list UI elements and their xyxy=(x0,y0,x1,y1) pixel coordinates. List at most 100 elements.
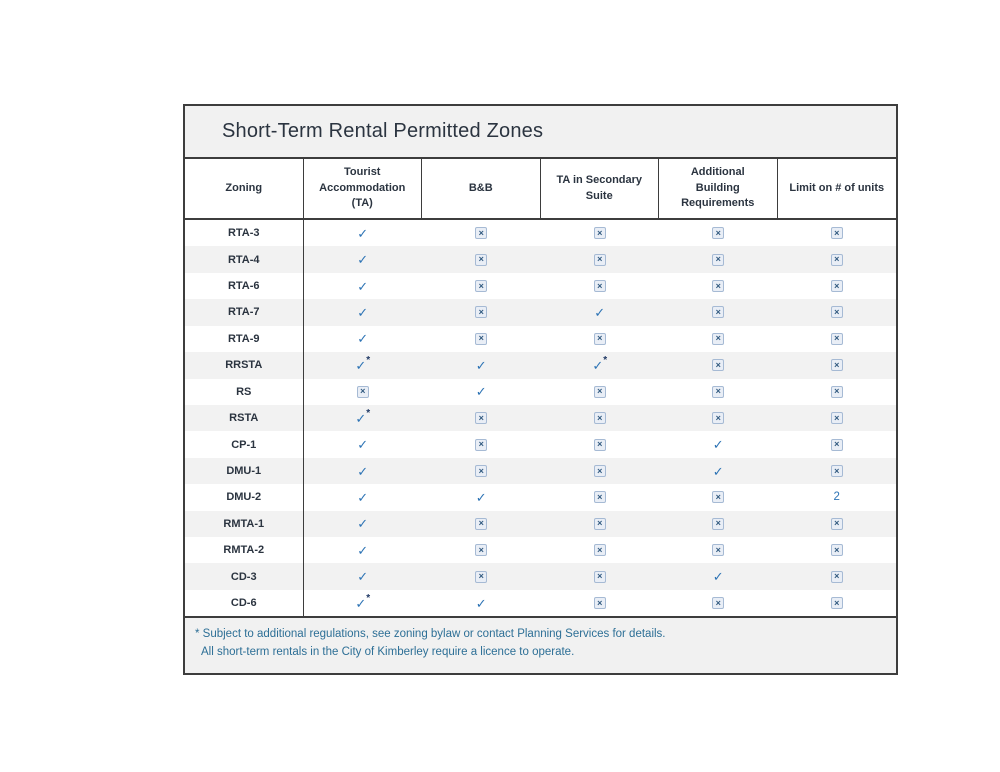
value-cell: × xyxy=(541,273,660,299)
check-icon: ✓ xyxy=(357,252,369,268)
table-header-row: Zoning Tourist Accommodation (TA) B&B TA in… xyxy=(185,159,896,220)
column-header: TA in Secondary Suite xyxy=(541,159,659,218)
check-icon: ✓ xyxy=(357,304,369,320)
column-header: B&B xyxy=(422,159,541,218)
value-cell: × xyxy=(778,537,897,563)
asterisk-note-marker: * xyxy=(366,408,371,420)
zone-label: DMU-2 xyxy=(185,484,304,511)
value-cell: × xyxy=(659,405,778,431)
value-cell: × xyxy=(422,299,541,325)
table-row: CD-3 ✓ × × ✓ × xyxy=(185,563,897,590)
not-permitted-x-box-icon: × xyxy=(830,597,843,610)
check-icon: ✓ xyxy=(355,595,367,611)
not-permitted-x-box-icon: × xyxy=(830,359,843,372)
value-cell: × xyxy=(541,431,660,457)
check-icon: ✓ xyxy=(355,410,367,426)
value-cell: × xyxy=(778,563,897,589)
zone-label: RS xyxy=(185,378,304,405)
table-row: RTA-3 ✓ × × × × xyxy=(185,220,896,247)
asterisk-note-marker: * xyxy=(366,593,371,605)
not-permitted-x-box-icon: × xyxy=(475,544,488,557)
check-icon: ✓ xyxy=(357,278,369,294)
not-permitted-x-box-icon: × xyxy=(593,253,606,266)
not-permitted-x-box-icon: × xyxy=(475,306,488,319)
value-cell: × xyxy=(659,220,778,246)
table-row: RRSTA ✓ * ✓ ✓ * × × xyxy=(185,352,897,379)
not-permitted-x-box-icon: × xyxy=(830,306,843,319)
asterisk-note-marker: * xyxy=(603,355,608,367)
check-icon: ✓ xyxy=(355,357,367,373)
value-cell: ✓ xyxy=(541,299,660,325)
value-cell: × xyxy=(304,379,423,405)
not-permitted-x-box-icon: × xyxy=(356,385,369,398)
check-icon: ✓ xyxy=(475,489,487,505)
value-cell: × xyxy=(422,537,541,563)
value-cell: × xyxy=(778,458,897,484)
value-cell: × xyxy=(422,220,541,246)
not-permitted-x-box-icon: × xyxy=(830,412,843,425)
value-cell: ✓ xyxy=(304,273,423,299)
value-cell: × xyxy=(541,484,660,510)
table-row: DMU-2 ✓ ✓ × × 2 xyxy=(185,484,896,511)
table-row: RS × ✓ × × × xyxy=(185,378,897,405)
footnote-line: All short-term rentals in the City of Ki… xyxy=(201,646,575,659)
value-cell: × xyxy=(541,379,660,405)
value-cell: ✓ xyxy=(304,484,423,510)
not-permitted-x-box-icon: × xyxy=(830,465,843,477)
not-permitted-x-box-icon: × xyxy=(475,227,488,240)
value-cell: ✓ * xyxy=(304,590,423,616)
value-cell: ✓ * xyxy=(304,405,423,431)
value-cell: × xyxy=(778,431,897,457)
not-permitted-x-box-icon: × xyxy=(830,570,843,583)
not-permitted-x-box-icon: × xyxy=(593,465,606,477)
value-cell: × xyxy=(541,246,660,272)
value-cell: ✓ * xyxy=(541,352,660,378)
not-permitted-x-box-icon: × xyxy=(593,544,606,557)
value-cell: × xyxy=(659,484,778,510)
page-title: Short-Term Rental Permitted Zones xyxy=(222,120,544,142)
value-cell: × xyxy=(659,299,778,325)
value-cell: ✓ xyxy=(422,590,541,616)
column-header: Limit on # of units xyxy=(789,181,885,194)
value-cell: × xyxy=(659,511,778,537)
limit-value: 2 xyxy=(833,491,840,504)
not-permitted-x-box-icon: × xyxy=(712,412,725,425)
value-cell: × xyxy=(541,220,660,246)
zone-label: RTA-7 xyxy=(185,299,304,326)
check-icon: ✓ xyxy=(712,569,724,585)
check-icon: ✓ xyxy=(592,357,604,373)
not-permitted-x-box-icon: × xyxy=(830,253,843,266)
not-permitted-x-box-icon: × xyxy=(593,412,606,425)
not-permitted-x-box-icon: × xyxy=(712,280,725,293)
value-cell: × xyxy=(422,405,541,431)
not-permitted-x-box-icon: × xyxy=(593,597,606,610)
zone-label: RSTA xyxy=(185,404,304,432)
not-permitted-x-box-icon: × xyxy=(712,306,725,319)
check-icon: ✓ xyxy=(594,304,606,320)
table-row: RTA-9 ✓ × × × × xyxy=(185,325,896,353)
value-cell: ✓ xyxy=(659,458,778,484)
zone-label: RMTA-2 xyxy=(185,537,304,564)
value-cell: ✓ xyxy=(304,246,423,272)
not-permitted-x-box-icon: × xyxy=(593,332,606,345)
not-permitted-x-box-icon: × xyxy=(593,438,606,451)
value-cell: × xyxy=(659,590,778,616)
check-icon: ✓ xyxy=(712,463,724,479)
value-cell: × xyxy=(659,326,778,352)
table-row: RTA-6 ✓ × × × × xyxy=(185,272,896,300)
zone-label: CD-6 xyxy=(185,589,304,617)
value-cell: × xyxy=(541,405,660,431)
value-cell: ✓ xyxy=(304,537,423,563)
not-permitted-x-box-icon: × xyxy=(712,332,725,345)
value-cell: × xyxy=(659,273,778,299)
zone-label: RTA-6 xyxy=(185,272,304,300)
value-cell: × xyxy=(541,326,660,352)
title-band: Short-Term Rental Permitted Zones xyxy=(185,106,896,159)
not-permitted-x-box-icon: × xyxy=(475,332,488,345)
asterisk-note-marker: * xyxy=(366,355,371,367)
check-icon: ✓ xyxy=(357,463,369,479)
value-cell: × xyxy=(778,379,897,405)
check-icon: ✓ xyxy=(357,437,369,453)
value-cell: × xyxy=(778,352,897,378)
not-permitted-x-box-icon: × xyxy=(830,517,843,530)
